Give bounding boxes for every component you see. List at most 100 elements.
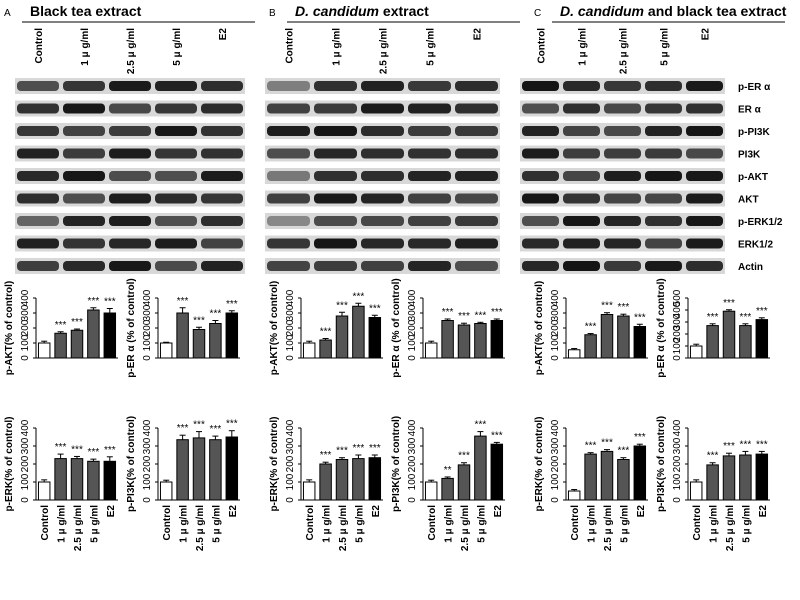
y-tick-label: 400 (407, 419, 418, 436)
blot-label: p-PI3K (738, 127, 770, 138)
blot-label: p-ERK1/2 (738, 217, 783, 228)
y-tick-label: 200 (550, 319, 561, 336)
significance: *** (458, 311, 470, 322)
significance: *** (756, 306, 768, 317)
bar (689, 481, 703, 501)
significance: *** (756, 439, 768, 450)
x-tick-label: 1 μ g/ml (57, 505, 68, 543)
blot-band (686, 216, 723, 226)
blot-band (604, 193, 641, 204)
blot-band (314, 103, 357, 114)
significance: *** (475, 420, 487, 431)
bar (584, 453, 597, 501)
bar (567, 490, 581, 501)
blot-band (686, 193, 723, 204)
y-tick-label: 100 (142, 473, 153, 490)
bar (689, 345, 703, 359)
bar (617, 459, 630, 501)
blot-band (563, 81, 600, 91)
significance: *** (71, 317, 83, 328)
blot-band (267, 216, 310, 226)
panel-letter: A (4, 8, 11, 19)
significance: *** (369, 443, 381, 454)
significance: *** (55, 320, 67, 331)
significance: *** (177, 423, 189, 434)
y-tick-label: 400 (285, 419, 296, 436)
y-tick-label: 200 (20, 319, 31, 336)
y-axis-label: p-PI3K(% of control) (126, 416, 137, 512)
y-tick-label: 200 (285, 319, 296, 336)
blot-band (361, 193, 404, 204)
bar (424, 481, 438, 501)
bar (37, 342, 51, 359)
significance: *** (707, 451, 719, 462)
x-tick-label: 2.5 μ g/ml (603, 505, 614, 551)
y-tick-label: 0 (550, 497, 561, 503)
lane-label: 1 μ g/ml (578, 28, 589, 66)
bar (70, 458, 84, 501)
blot-band (604, 238, 641, 249)
y-tick-label: 500 (672, 289, 683, 306)
bar (319, 463, 332, 501)
blot-band (408, 81, 451, 91)
blot-band (408, 193, 451, 204)
blot-band (645, 148, 682, 159)
blot-band (17, 126, 59, 136)
blot-label: ER α (738, 105, 762, 116)
bar (474, 435, 487, 501)
significance: *** (193, 315, 205, 326)
lane-label: E2 (473, 28, 484, 41)
blot-band (267, 193, 310, 204)
bar (567, 349, 581, 359)
blot-band (361, 103, 404, 114)
blot-band (522, 81, 559, 91)
x-tick-label: Control (162, 505, 173, 541)
title-part: and black tea extract (644, 3, 787, 19)
blot-band (604, 148, 641, 159)
bar (706, 325, 719, 359)
blot-band (314, 238, 357, 249)
bar (474, 323, 487, 359)
significance: *** (740, 312, 752, 323)
y-tick-label: 0 (672, 497, 683, 503)
bar (302, 481, 316, 501)
lane-label: Control (285, 28, 296, 64)
y-tick-label: 400 (142, 289, 153, 306)
blot-band (314, 126, 357, 136)
blot-band (201, 148, 243, 159)
significance: *** (618, 446, 630, 457)
y-tick-label: 300 (407, 304, 418, 321)
blot-band (408, 261, 451, 271)
lane-label: Control (34, 28, 45, 64)
significance: *** (491, 307, 503, 318)
y-tick-label: 100 (285, 334, 296, 351)
lane-label: 2.5 μ g/ml (379, 28, 390, 74)
y-tick-label: 0 (285, 355, 296, 361)
title-part: extract (379, 3, 429, 19)
y-tick-label: 300 (285, 437, 296, 454)
y-tick-label: 300 (550, 304, 561, 321)
blot-band (645, 261, 682, 271)
x-tick-label: E2 (106, 505, 117, 518)
significance: *** (104, 297, 116, 308)
bar (352, 305, 365, 359)
y-axis-label: p-ERK(% of control) (269, 417, 280, 512)
blot-band (455, 193, 498, 204)
blot-band (267, 171, 310, 181)
significance: *** (723, 441, 735, 452)
bar (755, 319, 769, 359)
blot-band (361, 148, 404, 159)
panel-letter: C (534, 8, 541, 19)
bar (225, 312, 239, 359)
significance: *** (634, 312, 646, 323)
y-tick-label: 400 (285, 289, 296, 306)
bar (739, 325, 752, 359)
y-tick-label: 300 (672, 437, 683, 454)
blot-band (267, 148, 310, 159)
y-tick-label: 400 (550, 289, 561, 306)
x-tick-label: Control (427, 505, 438, 541)
blot-band (645, 238, 682, 249)
y-tick-label: 200 (672, 325, 683, 342)
y-tick-label: 200 (550, 455, 561, 472)
bar (54, 458, 67, 501)
